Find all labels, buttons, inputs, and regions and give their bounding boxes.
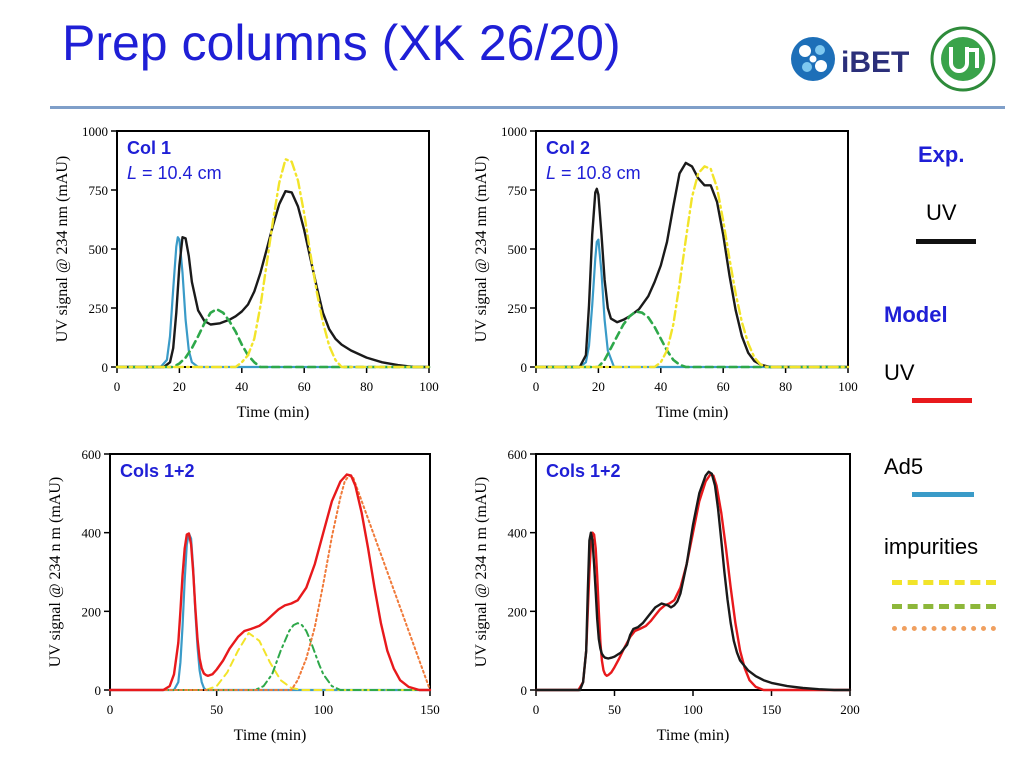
x-tick-label: 50 — [210, 702, 223, 717]
y-tick-label: 400 — [508, 526, 528, 541]
series-line-yellow-dashdot — [115, 158, 431, 369]
legend-exp-uv-swatch — [916, 239, 976, 244]
panel-subtitle: L = 10.8 cm — [546, 163, 641, 183]
x-axis-label: Time (min) — [657, 727, 730, 744]
chart-col2: 0 250 500 750 1000 0 20 40 60 80 100 Time (min) UV s… — [473, 124, 858, 421]
x-tick-label: 100 — [419, 379, 439, 394]
series-line-blue-solid — [108, 532, 432, 692]
series-line-blue-solid — [534, 238, 850, 369]
chart-col1: 0 250 500 750 1000 0 20 40 60 80 100 Time (min) UV s… — [54, 124, 439, 421]
series-line-black-solid — [534, 161, 850, 369]
legend-impurity3-swatch — [892, 626, 996, 631]
legend-model-uv-swatch — [912, 398, 972, 403]
series-line-blue-solid — [115, 236, 431, 369]
y-tick-label: 250 — [508, 301, 528, 316]
panel-title: Cols 1+2 — [546, 461, 621, 481]
plot-frame — [535, 453, 851, 691]
chart-cols12-model: 0 200 400 600 0 50 100 150 Time (min) UV signal @… — [47, 447, 440, 744]
x-tick-label: 0 — [533, 379, 540, 394]
legend-impurities-label: impurities — [884, 534, 979, 559]
y-tick-label: 0 — [521, 683, 528, 698]
x-tick-label: 0 — [533, 702, 540, 717]
legend-ad5-label: Ad5 — [884, 454, 924, 479]
ibet-logo-text: iBET — [841, 46, 909, 79]
x-tick-label: 60 — [298, 379, 311, 394]
y-tick-label: 600 — [82, 447, 102, 462]
series-line-orange-dot — [109, 474, 431, 691]
legend-impurity1-swatch — [892, 580, 996, 585]
x-tick-label: 100 — [314, 702, 334, 717]
y-axis-label: UV signal @ 234 n m (mAU) — [47, 477, 64, 667]
series-line-black-solid — [534, 470, 852, 692]
y-tick-label: 200 — [508, 604, 528, 619]
series-line-green-dash — [534, 310, 850, 369]
legend-model-heading: Model — [884, 302, 948, 327]
x-tick-label: 0 — [107, 702, 114, 717]
y-tick-label: 600 — [508, 447, 528, 462]
panel-title: Col 1 — [127, 138, 171, 158]
x-tick-label: 0 — [114, 379, 121, 394]
legend-impurity2-swatch — [892, 604, 996, 609]
y-tick-label: 500 — [508, 242, 528, 257]
panel-subtitle: L = 10.4 cm — [127, 163, 222, 183]
y-tick-label: 750 — [508, 183, 528, 198]
x-tick-label: 100 — [838, 379, 858, 394]
x-tick-label: 40 — [235, 379, 248, 394]
chart-cols12-fit: 0 200 400 600 0 50 100 150 200 Time (min) UV signa… — [473, 447, 860, 744]
legend-exp-heading: Exp. — [918, 142, 965, 167]
series-line-green-dashdot — [109, 622, 431, 691]
x-tick-label: 60 — [717, 379, 730, 394]
x-axis-label: Time (min) — [656, 404, 729, 421]
y-tick-label: 0 — [102, 360, 109, 375]
y-tick-label: 0 — [95, 683, 102, 698]
legend-model-uv-label: UV — [884, 360, 915, 385]
series-line-red-solid — [108, 473, 432, 692]
x-tick-label: 20 — [173, 379, 186, 394]
x-axis-label: Time (min) — [234, 727, 307, 744]
logos: iBET — [791, 26, 996, 92]
y-tick-label: 400 — [82, 526, 102, 541]
title-divider — [50, 106, 1005, 109]
y-tick-label: 1000 — [82, 124, 108, 139]
y-tick-label: 1000 — [501, 124, 527, 139]
x-tick-label: 40 — [654, 379, 667, 394]
x-tick-label: 50 — [608, 702, 621, 717]
legend: Exp. UV Model UV Ad5 impurities — [870, 120, 1020, 640]
series-line-yellow-dash — [109, 632, 431, 691]
x-tick-label: 80 — [779, 379, 792, 394]
x-tick-label: 20 — [592, 379, 605, 394]
y-axis-label: UV signal @ 234 nm (mAU) — [473, 156, 490, 342]
plot-frame — [109, 453, 431, 691]
x-tick-label: 80 — [360, 379, 373, 394]
ibet-logo-icon — [791, 37, 835, 81]
page-title: Prep columns (XK 26/20) — [62, 15, 621, 71]
panel-title: Col 2 — [546, 138, 590, 158]
x-axis-label: Time (min) — [237, 404, 310, 421]
x-tick-label: 150 — [762, 702, 782, 717]
y-tick-label: 0 — [521, 360, 528, 375]
y-tick-label: 750 — [89, 183, 109, 198]
y-axis-label: UV signal @ 234 n m (mAU) — [473, 477, 490, 667]
y-tick-label: 250 — [89, 301, 109, 316]
x-tick-label: 100 — [683, 702, 703, 717]
university-seal-icon — [930, 26, 996, 92]
legend-exp-uv-label: UV — [926, 200, 957, 225]
x-tick-label: 200 — [840, 702, 860, 717]
panel-title: Cols 1+2 — [120, 461, 195, 481]
series-line-green-dash — [115, 307, 431, 369]
series-line-red-solid — [534, 473, 852, 692]
series-line-yellow-dashdot — [534, 165, 850, 369]
x-tick-label: 150 — [420, 702, 440, 717]
legend-ad5-swatch — [912, 492, 974, 497]
y-tick-label: 500 — [89, 242, 109, 257]
y-tick-label: 200 — [82, 604, 102, 619]
y-axis-label: UV signal @ 234 nm (mAU) — [54, 156, 71, 342]
series-line-black-solid — [115, 190, 431, 369]
